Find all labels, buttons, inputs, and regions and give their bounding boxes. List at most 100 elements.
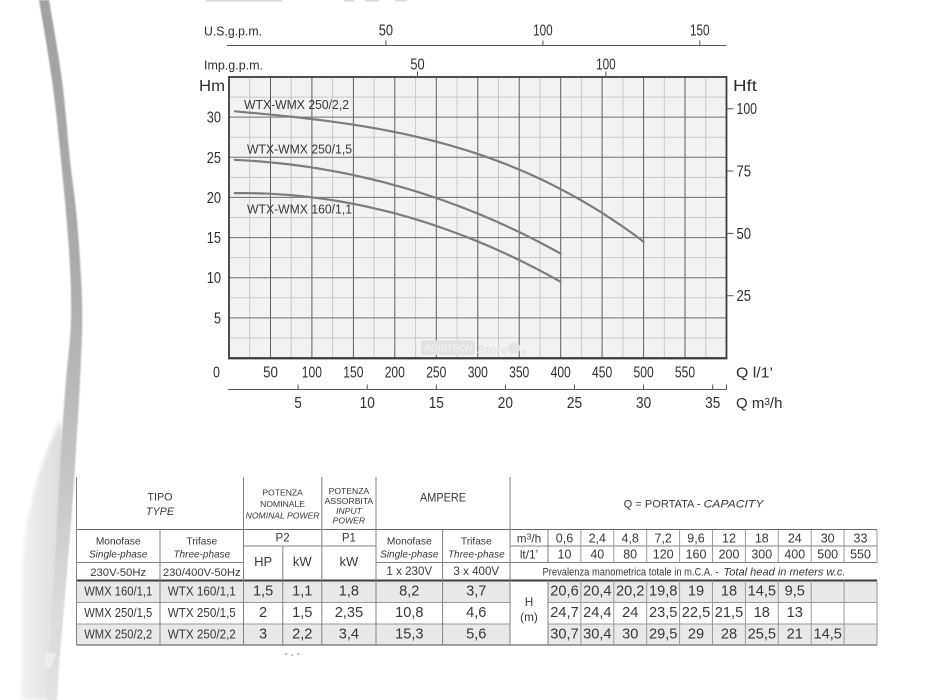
svg-text:NOMINAL POWER: NOMINAL POWER bbox=[246, 511, 320, 521]
svg-text:Hm: Hm bbox=[199, 78, 225, 95]
svg-text:21,5: 21,5 bbox=[715, 605, 743, 621]
svg-text:5: 5 bbox=[214, 310, 221, 327]
svg-text:80: 80 bbox=[623, 548, 637, 562]
svg-text:5: 5 bbox=[294, 395, 302, 412]
svg-text:1 x 230V: 1 x 230V bbox=[386, 565, 432, 578]
svg-text:3,7: 3,7 bbox=[466, 583, 486, 599]
svg-text:1,1: 1,1 bbox=[292, 583, 312, 599]
svg-text:30: 30 bbox=[622, 627, 638, 643]
svg-text:Single-phase: Single-phase bbox=[89, 550, 148, 561]
svg-text:POTENZA: POTENZA bbox=[329, 486, 370, 496]
svg-text:29,5: 29,5 bbox=[649, 627, 677, 643]
svg-text:10: 10 bbox=[360, 395, 375, 412]
svg-text:Q l/1’: Q l/1’ bbox=[736, 365, 773, 382]
svg-text:14,5: 14,5 bbox=[748, 583, 776, 599]
svg-text:Three-phase: Three-phase bbox=[448, 550, 505, 561]
svg-text:WMX 250/1,5: WMX 250/1,5 bbox=[84, 605, 152, 620]
svg-text:25: 25 bbox=[737, 288, 752, 305]
svg-text:kW: kW bbox=[340, 554, 360, 569]
svg-text:WTX-WMX 250/2,2: WTX-WMX 250/2,2 bbox=[244, 97, 349, 112]
svg-text:500: 500 bbox=[817, 548, 838, 562]
svg-text:kW: kW bbox=[293, 554, 313, 569]
svg-text:15: 15 bbox=[429, 395, 444, 412]
svg-text:4,8: 4,8 bbox=[622, 532, 639, 546]
svg-text:9,6: 9,6 bbox=[687, 532, 704, 546]
svg-text:550: 550 bbox=[675, 365, 695, 382]
svg-text:25: 25 bbox=[567, 395, 582, 412]
svg-text:18: 18 bbox=[755, 532, 769, 546]
svg-text:(m): (m) bbox=[520, 610, 538, 624]
svg-text:150: 150 bbox=[690, 23, 710, 40]
svg-text:22,5: 22,5 bbox=[682, 605, 710, 621]
svg-text:100: 100 bbox=[596, 57, 616, 74]
svg-text:30: 30 bbox=[207, 110, 221, 127]
svg-text:AMPERE: AMPERE bbox=[420, 491, 466, 505]
svg-text:500: 500 bbox=[634, 365, 654, 382]
svg-text:WTX 160/1,1: WTX 160/1,1 bbox=[168, 583, 236, 598]
svg-text:350: 350 bbox=[509, 365, 529, 382]
svg-text:21: 21 bbox=[787, 627, 803, 643]
svg-text:P2: P2 bbox=[276, 533, 290, 545]
svg-text:15: 15 bbox=[207, 230, 221, 247]
svg-text:10,8: 10,8 bbox=[395, 605, 423, 621]
svg-text:ASSORBITA: ASSORBITA bbox=[325, 496, 374, 506]
svg-text:24: 24 bbox=[622, 605, 638, 621]
svg-text:POWER: POWER bbox=[333, 516, 365, 526]
svg-text:230V-50Hz: 230V-50Hz bbox=[90, 567, 146, 579]
svg-text:40: 40 bbox=[590, 548, 604, 562]
svg-text:30: 30 bbox=[821, 532, 835, 546]
svg-text:H: H bbox=[525, 595, 534, 609]
svg-text:P1: P1 bbox=[342, 533, 356, 545]
svg-text:30,7: 30,7 bbox=[550, 627, 578, 643]
svg-text:250: 250 bbox=[426, 365, 446, 382]
svg-text:3: 3 bbox=[259, 627, 267, 643]
svg-text:Monofase: Monofase bbox=[387, 537, 432, 548]
svg-text:100: 100 bbox=[737, 101, 758, 118]
svg-text:AGRITECH: AGRITECH bbox=[423, 343, 472, 355]
svg-text:12: 12 bbox=[722, 532, 736, 546]
svg-text:20,2: 20,2 bbox=[616, 583, 644, 599]
svg-text:0,6: 0,6 bbox=[556, 532, 573, 546]
svg-text:2: 2 bbox=[259, 605, 267, 621]
svg-text:400: 400 bbox=[784, 548, 805, 562]
svg-text:15,3: 15,3 bbox=[395, 627, 423, 643]
svg-text:50: 50 bbox=[379, 23, 394, 40]
svg-text:14,5: 14,5 bbox=[813, 627, 841, 643]
svg-text:5,6: 5,6 bbox=[466, 627, 486, 643]
svg-text:WMX 160/1,1: WMX 160/1,1 bbox=[84, 583, 152, 598]
svg-text:lt/1’: lt/1’ bbox=[520, 548, 538, 562]
svg-text:Store: Store bbox=[477, 343, 508, 357]
svg-text:25,5: 25,5 bbox=[748, 627, 776, 643]
svg-text:20: 20 bbox=[498, 395, 513, 412]
svg-text:1,5: 1,5 bbox=[292, 605, 312, 621]
svg-text:23,5: 23,5 bbox=[649, 605, 677, 621]
svg-text:3,4: 3,4 bbox=[339, 627, 359, 643]
svg-text:U.S.g.p.m.: U.S.g.p.m. bbox=[204, 24, 262, 39]
svg-text:13: 13 bbox=[787, 605, 803, 621]
svg-text:200: 200 bbox=[719, 548, 740, 562]
svg-text:20,6: 20,6 bbox=[550, 583, 578, 599]
svg-text:0: 0 bbox=[213, 365, 220, 382]
svg-text:INPUT: INPUT bbox=[336, 506, 363, 516]
svg-text:WTX-WMX 160/1,1: WTX-WMX 160/1,1 bbox=[247, 202, 352, 217]
svg-text:2,2: 2,2 bbox=[292, 627, 312, 643]
svg-text:CAPACITY: CAPACITY bbox=[704, 499, 765, 511]
svg-text:Trifase: Trifase bbox=[461, 537, 492, 548]
svg-text:30: 30 bbox=[636, 395, 651, 412]
svg-text:8,2: 8,2 bbox=[399, 583, 419, 599]
svg-text:300: 300 bbox=[468, 365, 488, 382]
svg-text:550: 550 bbox=[850, 548, 871, 562]
svg-text:WTX 250/2,2: WTX 250/2,2 bbox=[168, 627, 236, 642]
svg-text:50: 50 bbox=[410, 57, 425, 74]
svg-text:Single-phase: Single-phase bbox=[380, 550, 439, 561]
svg-text:19: 19 bbox=[688, 583, 704, 599]
svg-text:7,2: 7,2 bbox=[655, 532, 672, 546]
svg-text:300: 300 bbox=[751, 548, 772, 562]
svg-text:120: 120 bbox=[653, 548, 674, 562]
svg-text:WTX 250/1,5: WTX 250/1,5 bbox=[168, 605, 236, 620]
svg-text:18: 18 bbox=[754, 605, 770, 621]
svg-text:25: 25 bbox=[207, 150, 221, 167]
svg-text:1,8: 1,8 bbox=[339, 583, 359, 599]
svg-text:TYPE: TYPE bbox=[146, 506, 175, 518]
svg-text:200: 200 bbox=[385, 365, 405, 382]
